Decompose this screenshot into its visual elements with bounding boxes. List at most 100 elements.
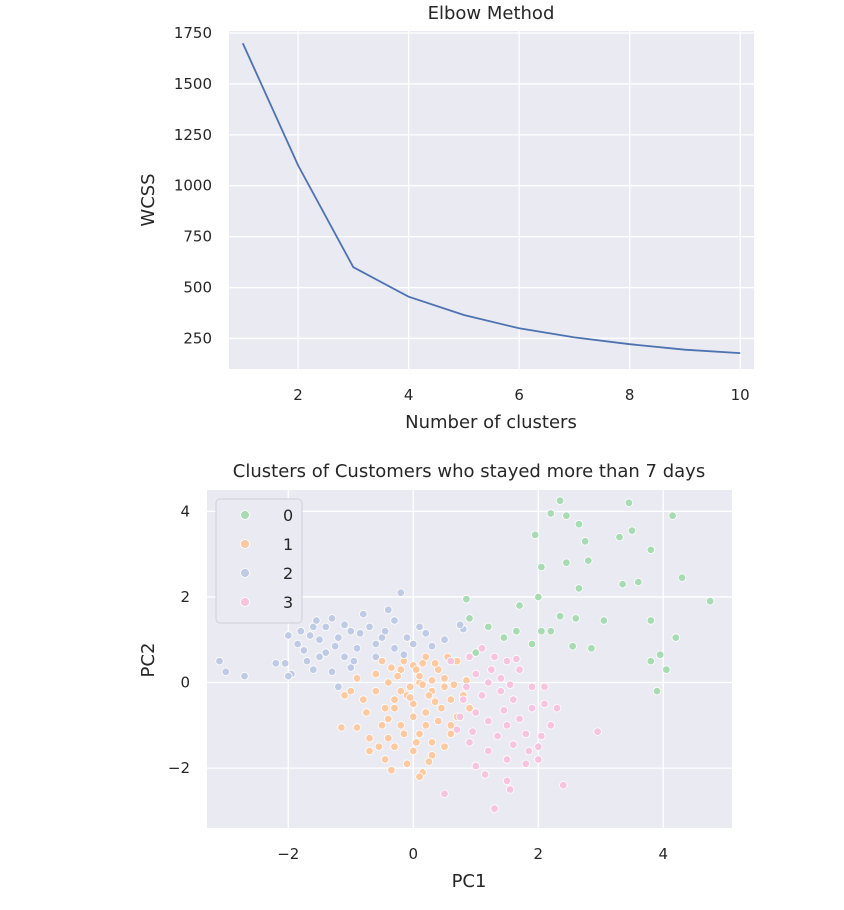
cluster-1-point [374,742,384,751]
cluster-3-point [521,729,530,739]
elbow-plot-background [229,31,754,369]
cluster-2-point [359,609,368,619]
legend-label-0: 0 [283,506,293,525]
cluster-2-point [349,656,359,666]
clusters-x-tick-label: 0 [408,845,418,863]
cluster-3-point [534,755,543,764]
cluster-1-point [409,712,418,721]
clusters-x-tick-label: 2 [533,845,543,863]
cluster-2-point [390,616,399,625]
cluster-2-point [402,633,412,642]
cluster-3-point [465,738,474,747]
cluster-3-point [502,755,512,764]
cluster-2-point [280,659,290,668]
cluster-3-point [496,686,505,696]
cluster-1-point [446,721,455,730]
clusters-y-tick-label: 4 [180,502,190,520]
cluster-3-point [490,652,499,662]
cluster-1-point [418,680,427,689]
cluster-2-point [390,644,399,653]
cluster-1-point [415,772,424,781]
cluster-1-point [387,766,396,775]
elbow-y-tick-label: 750 [183,228,212,246]
cluster-1-point [427,676,437,685]
cluster-3-point [512,654,521,664]
cluster-3-point [484,746,493,756]
elbow-y-ticks: 250 500 750 1000 1250 1500 1750 [174,24,212,347]
cluster-1-point [430,697,440,706]
clusters-y-tick-label: −2 [168,759,190,777]
elbow-x-tick-label: 10 [731,386,750,404]
cluster-1-point [437,704,446,713]
clusters-x-label: PC1 [452,871,487,892]
cluster-0-point [555,612,565,621]
cluster-0-point [537,562,546,572]
cluster-0-point [471,648,480,657]
legend-marker-0 [240,510,250,520]
cluster-1-point [365,734,374,743]
cluster-1-point [440,742,449,751]
cluster-3-point [521,759,530,768]
cluster-3-point [552,704,562,713]
cluster-2-point [221,667,230,676]
cluster-0-point [530,530,540,540]
clusters-x-tick-label: −2 [277,845,299,863]
cluster-0-point [512,627,521,636]
cluster-2-point [215,656,224,666]
cluster-3-point [515,714,524,724]
elbow-x-tick-label: 6 [514,386,524,404]
cluster-1-point [384,734,393,743]
elbow-x-tick-label: 2 [293,386,303,404]
legend-label-2: 2 [283,564,293,583]
cluster-0-point [652,686,662,696]
clusters-x-ticks: −2 0 2 4 [277,845,668,863]
cluster-1-point [430,659,440,668]
cluster-0-point [677,573,687,582]
cluster-2-point [321,622,330,632]
cluster-1-point [409,746,418,756]
cluster-0-point [646,545,655,555]
cluster-2-point [355,629,365,638]
clusters-x-tick-label: 4 [658,845,668,863]
cluster-2-point [371,639,380,649]
cluster-0-point [574,584,584,593]
clusters-legend: 0 1 2 3 [215,498,303,624]
cluster-1-point [384,678,393,687]
clusters-points [215,496,715,813]
cluster-3-point [455,712,465,721]
cluster-1-point [390,695,399,704]
cluster-1-point [380,704,390,713]
cluster-1-point [387,663,396,672]
cluster-1-point [446,729,455,739]
cluster-2-point [284,631,293,640]
cluster-1-point [440,674,449,683]
cluster-3-point [462,682,471,691]
cluster-2-point [455,620,465,629]
cluster-2-point [427,642,437,651]
cluster-3-point [502,656,512,666]
cluster-0-point [615,532,624,542]
cluster-1-point [393,671,402,681]
cluster-2-point [415,622,424,632]
cluster-2-point [305,631,315,640]
cluster-3-point [527,704,537,713]
cluster-1-point [405,693,415,702]
elbow-y-tick-label: 250 [183,329,212,347]
legend-marker-3 [240,597,250,607]
cluster-1-point [346,686,355,696]
cluster-0-point [655,650,665,659]
cluster-1-point [390,704,399,713]
cluster-1-point [384,714,393,724]
cluster-3-point [468,727,477,736]
cluster-0-point [562,511,571,520]
cluster-3-point [593,727,602,736]
elbow-line [241,42,741,354]
cluster-0-point [599,616,609,625]
clusters-title: Clusters of Customers who stayed more th… [233,461,705,482]
cluster-0-point [587,644,596,653]
cluster-0-point [624,498,634,507]
cluster-0-point [555,496,565,505]
cluster-0-point [671,633,680,642]
cluster-1-point [421,721,430,730]
cluster-1-point [377,656,387,666]
